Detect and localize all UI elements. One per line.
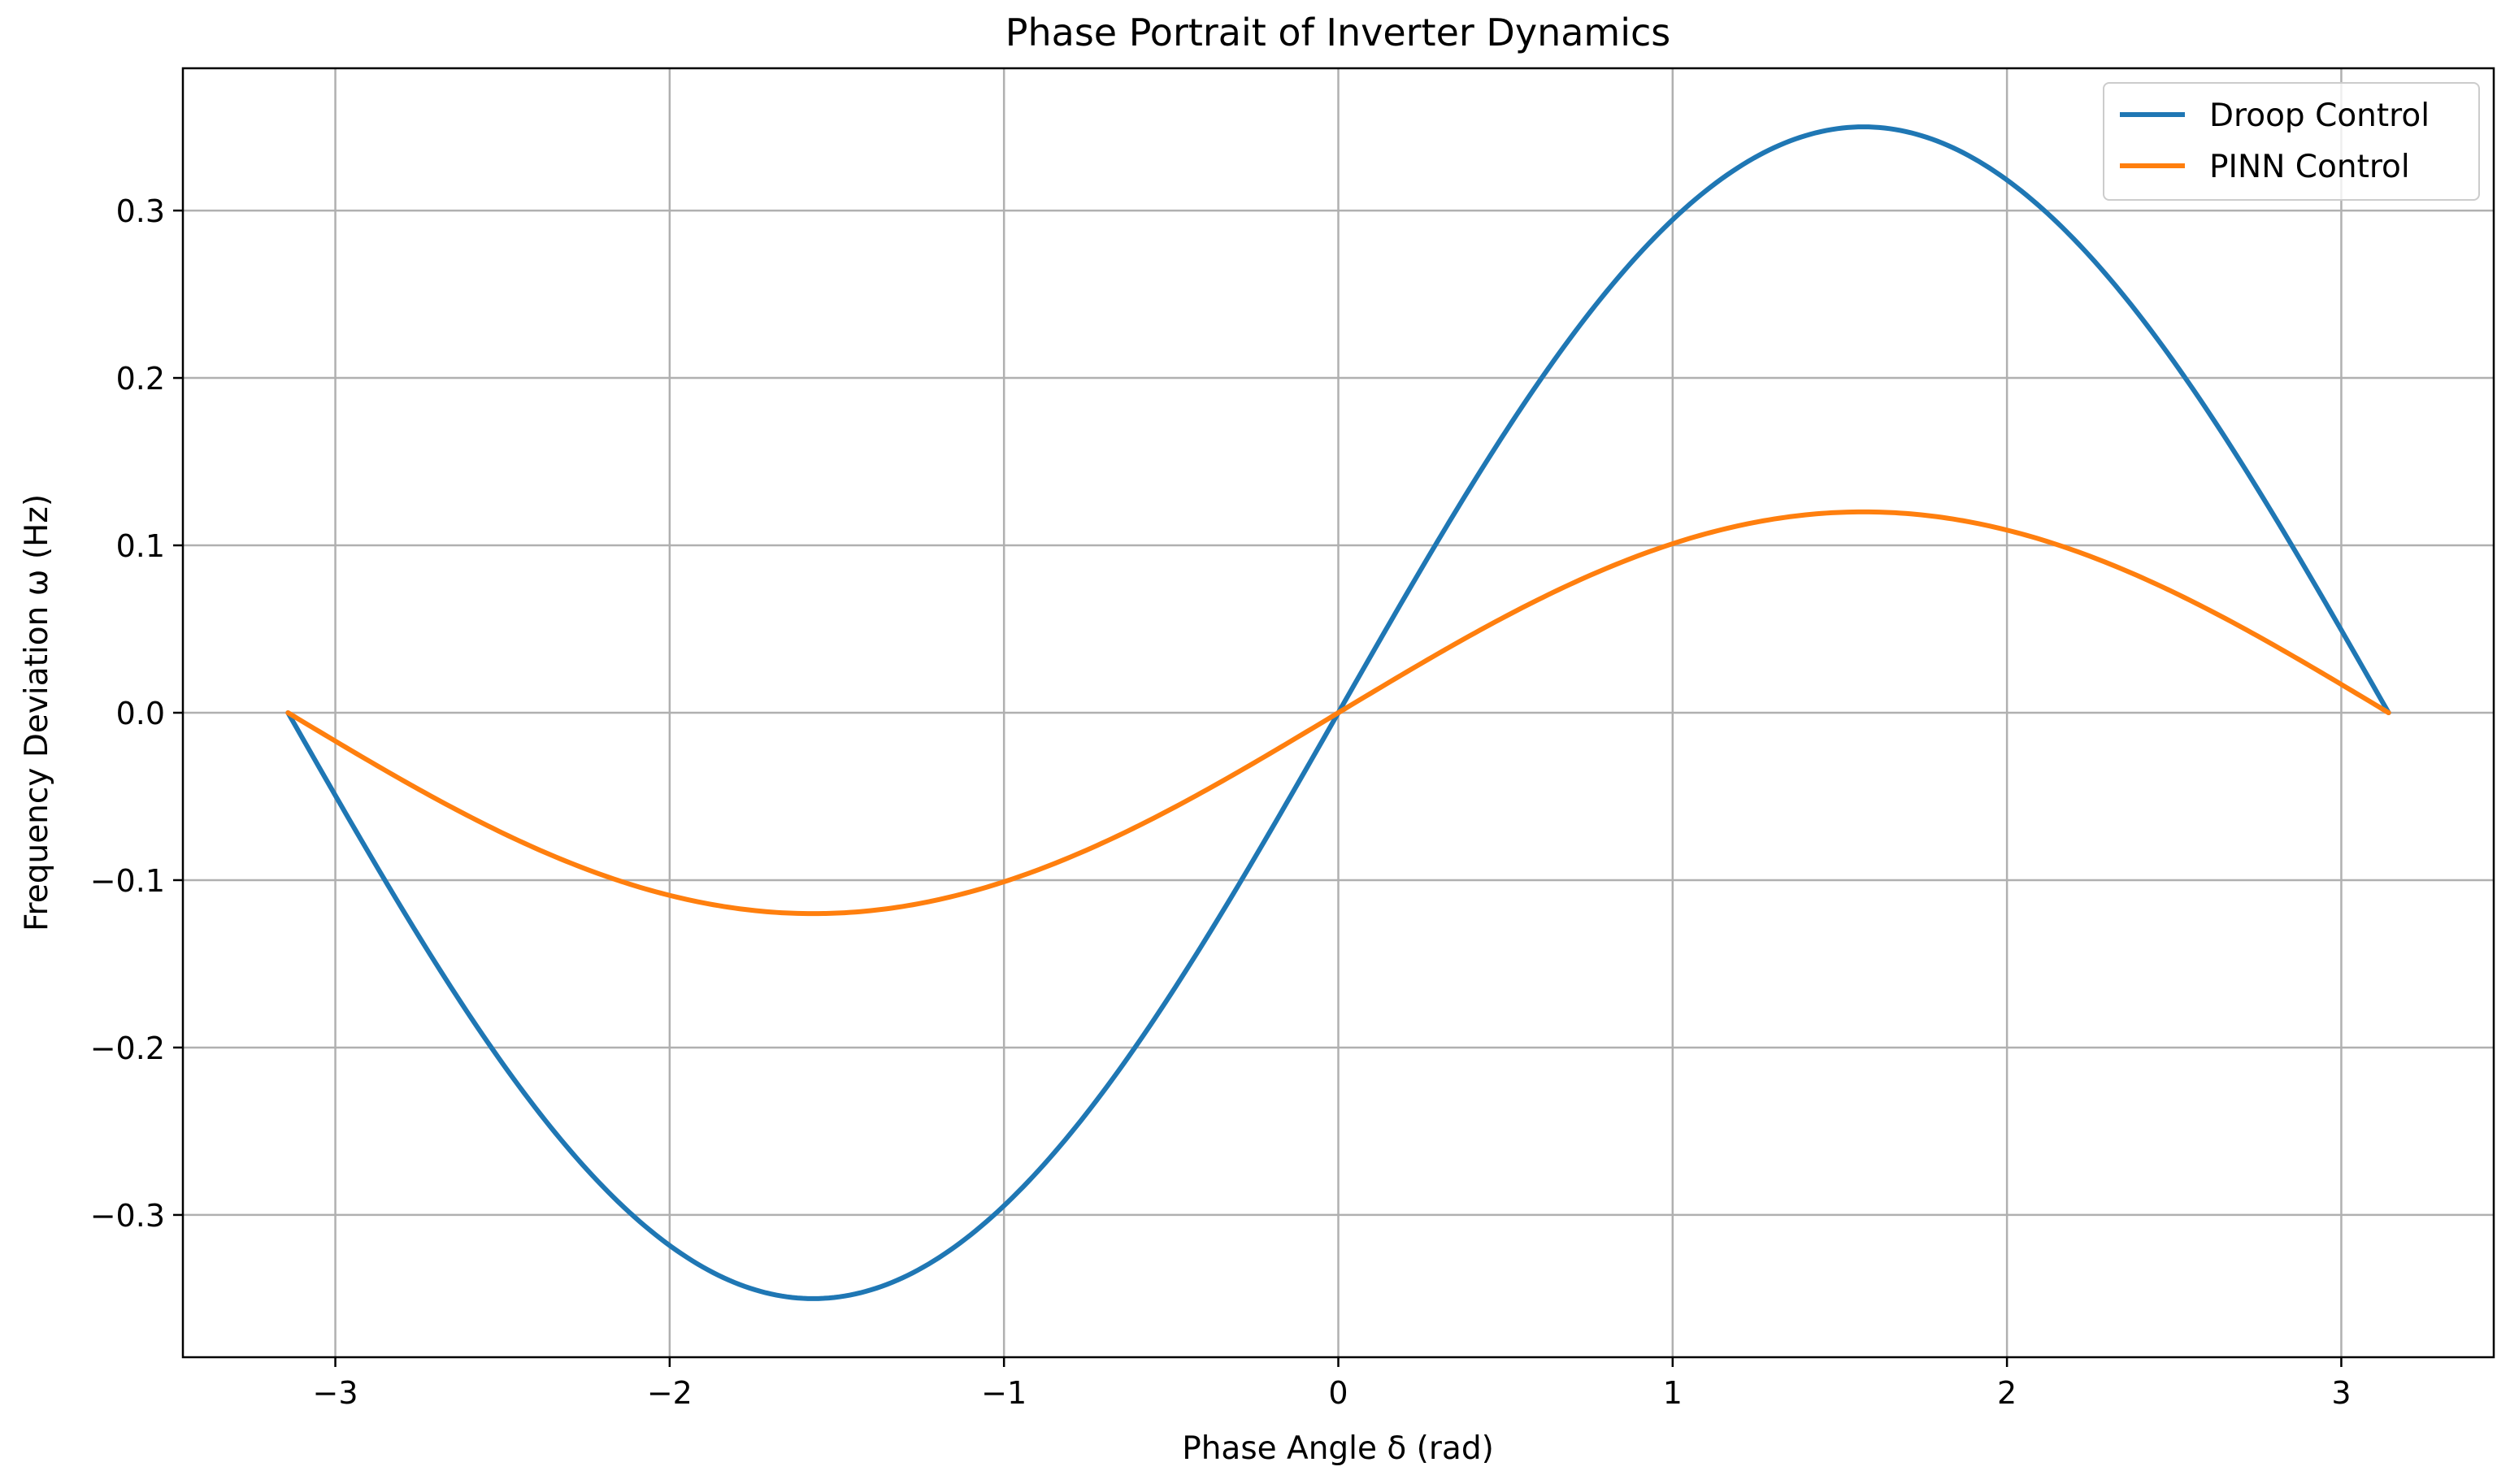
legend-frame [2103, 82, 2480, 201]
y-tick-label-minus-0-3: −0.3 [90, 1198, 165, 1234]
y-tick-label-0-0: 0.0 [116, 696, 165, 731]
legend-label-droop-control: Droop Control [2209, 98, 2430, 134]
x-tick-label-2: 2 [1997, 1375, 2017, 1411]
x-tick-label-minus-1: −1 [981, 1375, 1027, 1411]
chart-title: Phase Portrait of Inverter Dynamics [1005, 11, 1671, 54]
series-line-pinn-control [285, 509, 2391, 917]
y-tick-label-minus-0-1: −0.1 [90, 863, 165, 899]
x-tick-label-minus-2: −2 [647, 1375, 693, 1411]
series-layer [285, 124, 2391, 1301]
y-tick-label-minus-0-2: −0.2 [90, 1031, 165, 1066]
y-axis-label: Frequency Deviation ω (Hz) [19, 494, 55, 931]
tick-layer: −3 −2 −1 0 1 2 3 −0.3 −0.2 −0.1 0.0 0.1 0.2 0.3 [90, 193, 2351, 1411]
x-tick-label-minus-3: −3 [313, 1375, 358, 1411]
y-tick-label-0-1: 0.1 [116, 528, 165, 564]
x-tick-label-0: 0 [1328, 1375, 1348, 1411]
x-tick-label-3: 3 [2331, 1375, 2351, 1411]
x-axis-label: Phase Angle δ (rad) [1182, 1430, 1494, 1467]
y-tick-label-0-2: 0.2 [116, 361, 165, 397]
y-tick-label-0-3: 0.3 [116, 193, 165, 229]
legend-label-pinn-control: PINN Control [2209, 149, 2410, 185]
legend: Droop Control PINN Control [2103, 82, 2480, 201]
grid-layer [183, 68, 2494, 1357]
x-tick-label-1: 1 [1663, 1375, 1683, 1411]
